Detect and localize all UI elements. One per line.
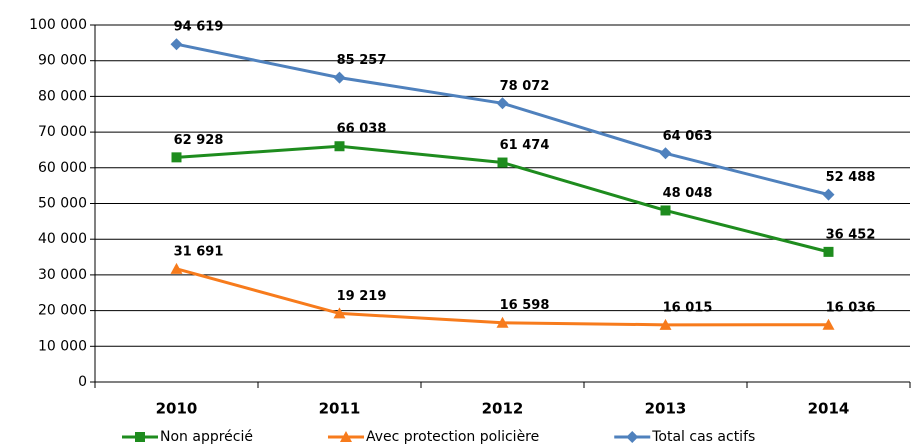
data-label: 16 036	[826, 300, 876, 315]
data-point	[171, 152, 182, 163]
x-tick-label: 2011	[319, 400, 361, 418]
data-point	[496, 316, 509, 328]
legend-marker	[626, 431, 639, 443]
y-tick-label: 60 000	[38, 160, 87, 176]
x-tick-label: 2012	[482, 400, 524, 418]
legend-marker	[135, 432, 145, 442]
y-tick-label: 10 000	[38, 338, 87, 354]
y-tick-label: 20 000	[38, 303, 87, 319]
legend-label: Non apprécié	[160, 429, 253, 445]
y-tick-label: 40 000	[38, 231, 87, 247]
data-point	[823, 246, 834, 257]
y-tick-label: 80 000	[38, 88, 87, 104]
data-point	[497, 157, 508, 168]
y-tick-label: 100 000	[29, 17, 87, 33]
data-label: 78 072	[500, 79, 550, 94]
data-point	[822, 188, 835, 201]
data-point	[333, 71, 346, 84]
data-label: 52 488	[826, 170, 876, 185]
x-tick-label: 2014	[808, 400, 850, 418]
data-label: 19 219	[337, 289, 387, 304]
data-point	[496, 97, 509, 110]
legend-marker	[339, 431, 352, 442]
data-label: 16 015	[663, 300, 713, 315]
data-point	[822, 318, 835, 330]
data-point	[170, 38, 183, 51]
data-label: 48 048	[663, 186, 713, 201]
data-point	[660, 205, 671, 216]
data-label: 66 038	[337, 122, 387, 137]
y-tick-label: 30 000	[38, 267, 87, 283]
y-tick-label: 0	[78, 374, 87, 390]
data-label: 36 452	[826, 227, 876, 242]
line	[176, 42, 829, 197]
data-label: 64 063	[663, 129, 713, 144]
data-label: 62 928	[174, 133, 224, 148]
data-label: 61 474	[500, 138, 550, 153]
legend-label: Avec protection policière	[366, 429, 539, 445]
legend-label: Total cas actifs	[651, 429, 755, 445]
data-point	[333, 307, 346, 319]
data-label: 85 257	[337, 53, 387, 68]
data-point	[659, 147, 672, 160]
data-label: 16 598	[500, 298, 550, 313]
data-point	[334, 141, 345, 152]
y-tick-label: 90 000	[38, 53, 87, 69]
x-tick-label: 2010	[156, 400, 198, 418]
y-tick-label: 50 000	[38, 196, 87, 212]
data-point	[659, 318, 672, 330]
data-label: 94 619	[174, 20, 224, 35]
x-tick-label: 2013	[645, 400, 687, 418]
y-tick-label: 70 000	[38, 124, 87, 140]
line	[176, 267, 829, 327]
data-point	[170, 262, 183, 274]
data-label: 31 691	[174, 244, 224, 259]
